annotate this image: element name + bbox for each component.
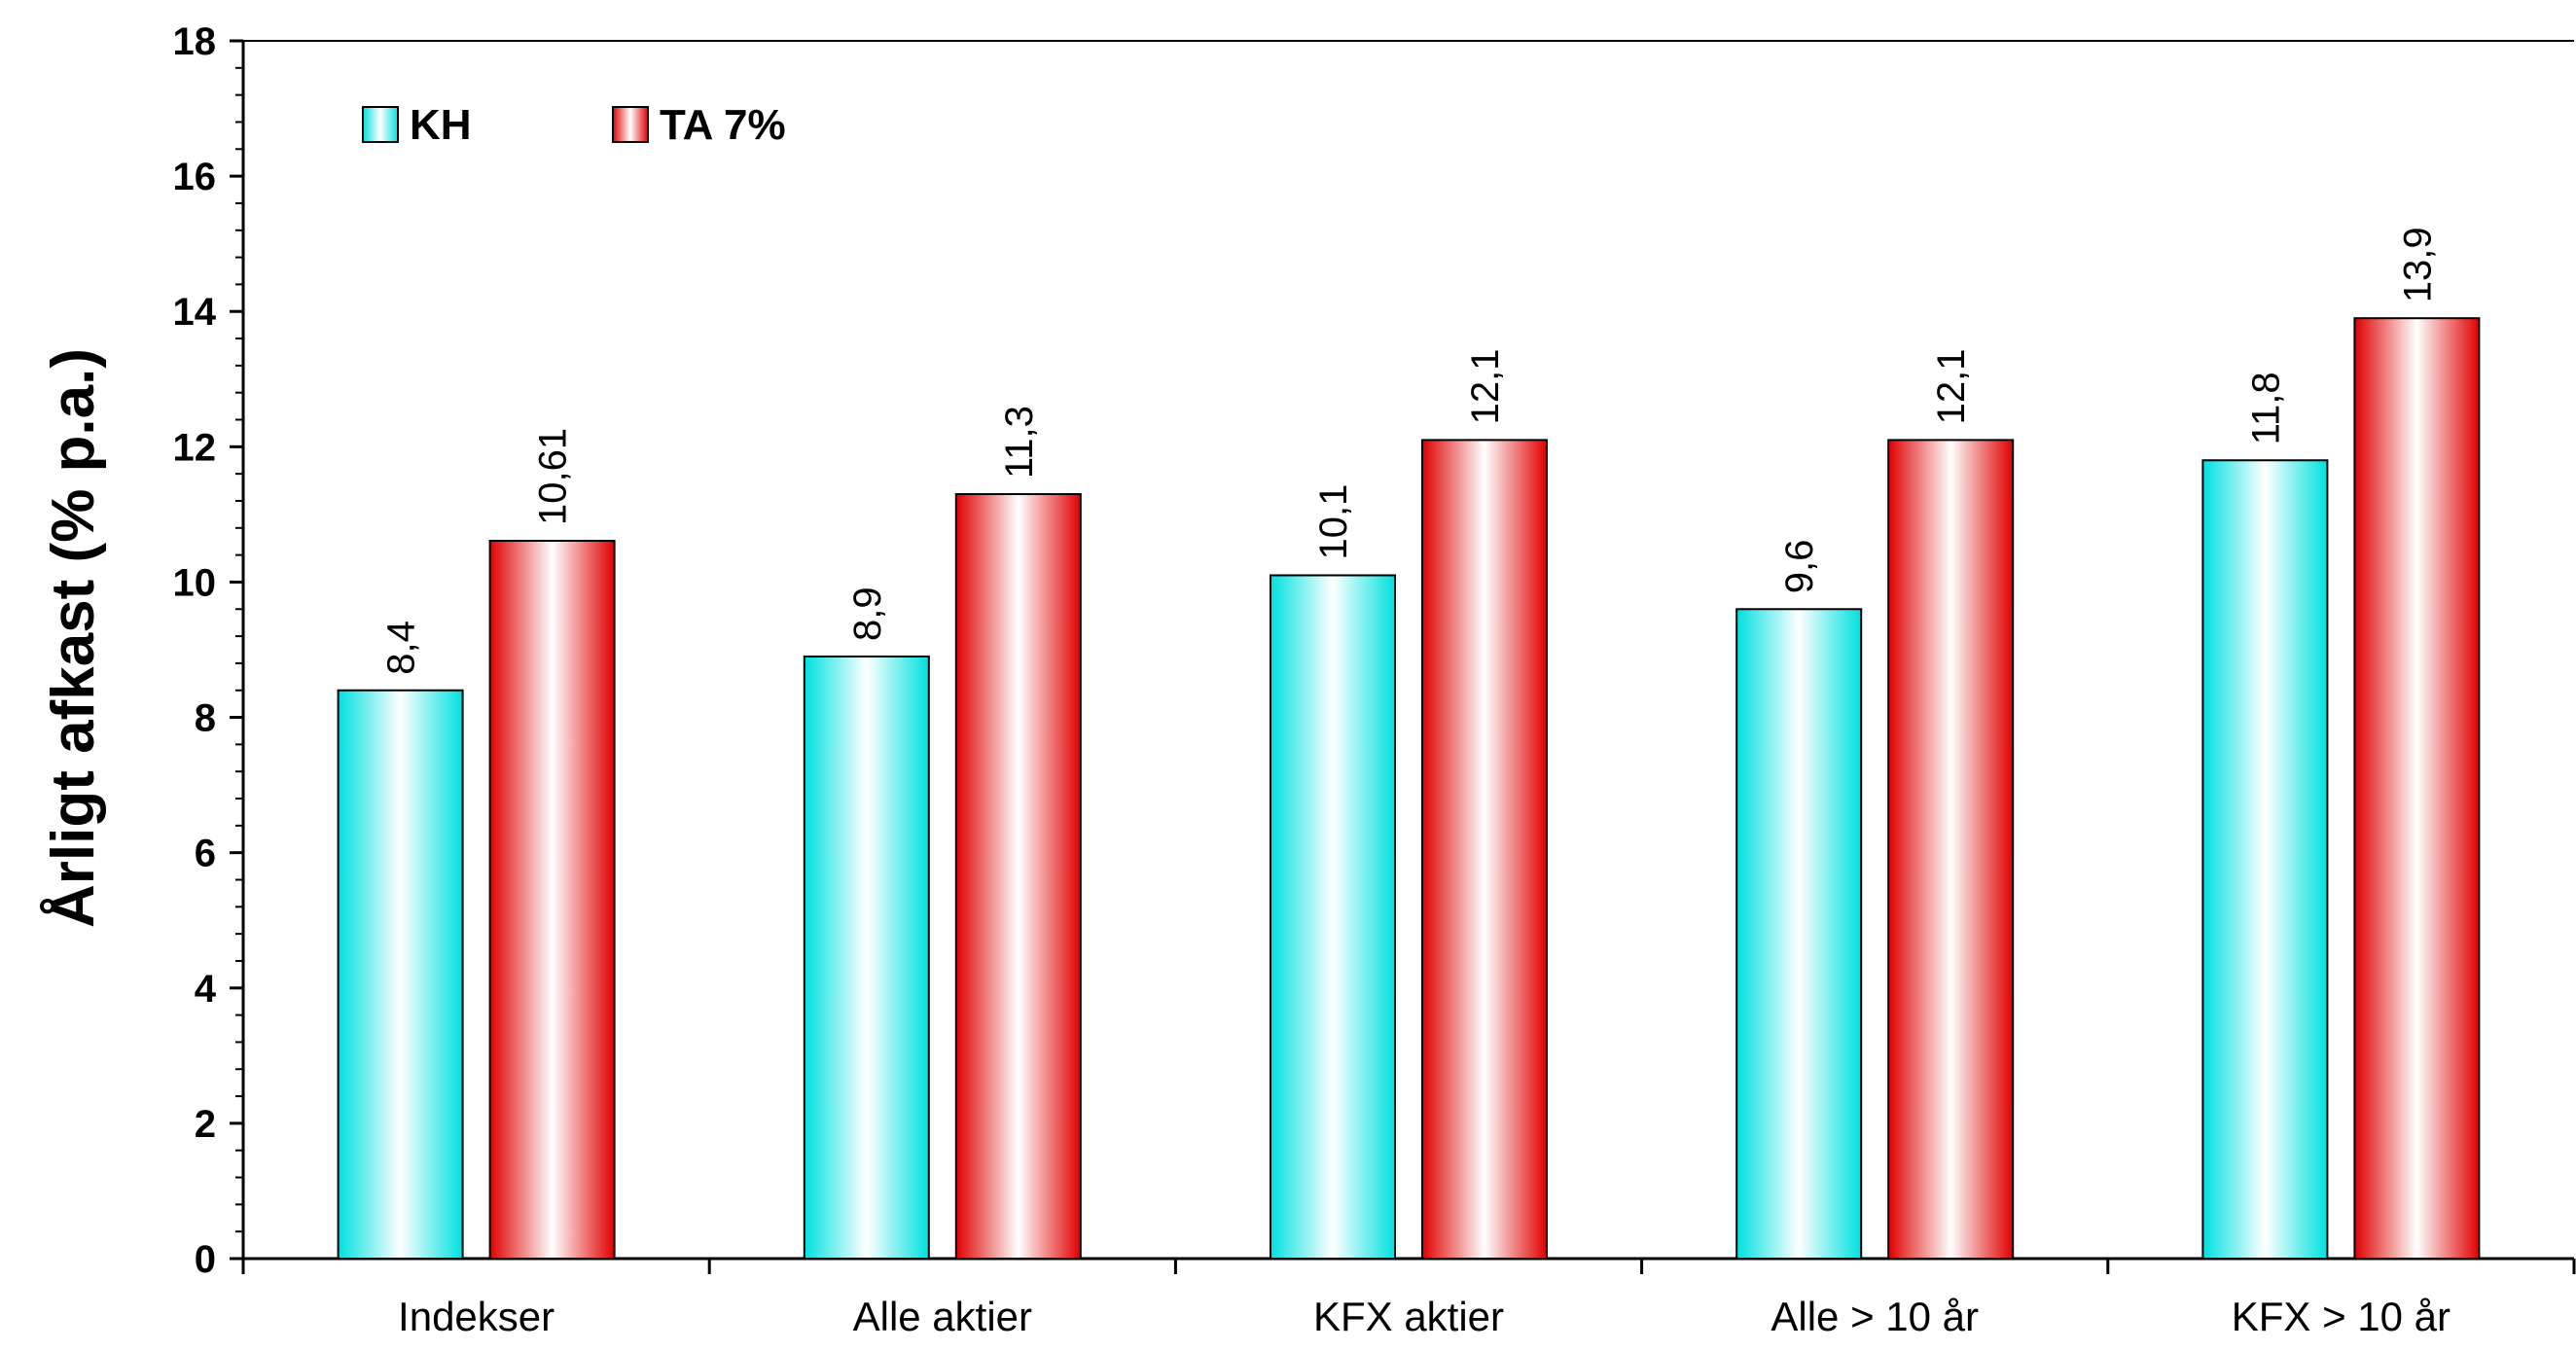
y-tick-label: 16 <box>173 156 217 198</box>
plot-frame <box>241 40 2574 1261</box>
y-tick-label: 18 <box>173 20 217 63</box>
y-tick-label: 10 <box>173 561 217 604</box>
x-category-label: Alle aktier <box>853 1294 1032 1339</box>
bar-kh <box>2201 459 2329 1260</box>
legend-swatch <box>612 106 649 143</box>
data-label: 8,4 <box>380 621 423 675</box>
data-label: 12,1 <box>1930 349 1973 425</box>
x-category-label: Alle > 10 år <box>1771 1294 1979 1339</box>
y-tick-label: 14 <box>173 291 217 334</box>
bar-kh <box>337 689 464 1260</box>
data-label: 9,6 <box>1778 540 1821 594</box>
data-labels: 8,4 8,9 10,1 9,6 11,8 10,61 11,3 12,1 12,1 13,9 <box>380 227 2440 674</box>
x-category-label: KFX > 10 år <box>2232 1294 2451 1339</box>
x-category-label: KFX aktier <box>1313 1294 1504 1339</box>
data-label: 11,8 <box>2244 372 2287 444</box>
data-label: 12,1 <box>1464 349 1507 425</box>
bar-ta <box>1887 439 2015 1260</box>
data-label: 8,9 <box>846 587 889 641</box>
legend-swatch <box>362 106 399 143</box>
y-tick-label: 6 <box>195 833 216 875</box>
y-tick-label: 2 <box>195 1103 216 1146</box>
legend-label: KH <box>410 101 472 149</box>
data-label: 10,61 <box>532 428 575 525</box>
bar-kh <box>1270 574 1396 1260</box>
x-category-label: Indekser <box>398 1294 555 1339</box>
data-label: 11,3 <box>998 406 1041 479</box>
y-axis: 0 2 4 6 8 10 12 14 16 18 <box>173 20 243 1281</box>
legend: KH TA 7% <box>362 101 786 149</box>
bar-ta <box>1421 439 1548 1260</box>
bar-kh <box>1735 608 1863 1260</box>
bar-ta <box>954 493 1082 1260</box>
bar-ta <box>2353 317 2481 1260</box>
bars <box>337 317 2481 1260</box>
y-tick-label: 4 <box>195 968 217 1011</box>
y-tick-label: 0 <box>195 1238 216 1281</box>
legend-label: TA 7% <box>660 101 786 149</box>
bar-ta <box>488 540 616 1260</box>
bar-kh <box>803 655 930 1260</box>
data-label: 13,9 <box>2396 227 2439 302</box>
data-label: 10,1 <box>1312 484 1355 560</box>
y-tick-label: 12 <box>173 426 217 469</box>
y-axis-title: Årligt afkast (% p.a.) <box>40 348 107 928</box>
x-axis: Indekser Alle aktier KFX aktier Alle > 10 å… <box>241 1259 2576 1339</box>
y-tick-label: 8 <box>195 697 216 740</box>
